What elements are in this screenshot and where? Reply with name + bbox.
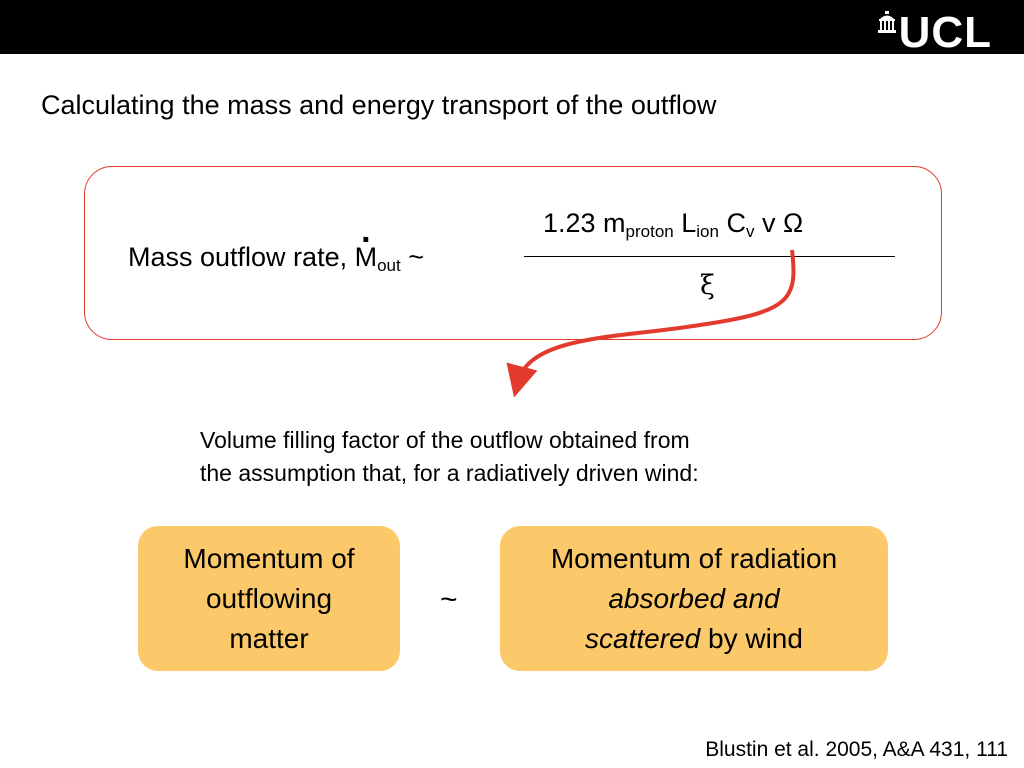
ion-subscript: ion <box>696 222 719 241</box>
ucl-logo: UCL <box>877 8 992 57</box>
ucl-portico-icon <box>877 11 896 33</box>
proton-subscript: proton <box>625 222 674 241</box>
out-subscript: out <box>377 256 401 275</box>
header-bar: UCL <box>0 0 1024 57</box>
mass-rate-symbol: .M <box>354 214 378 273</box>
right-box-rest: by wind <box>700 622 803 654</box>
formula-box <box>84 166 942 340</box>
formula-denominator: ξ <box>700 270 715 301</box>
covering-symbol: C <box>718 208 746 238</box>
fraction-bar <box>524 256 895 257</box>
left-box-line-2: outflowing <box>205 582 333 614</box>
equivalence-tilde: ~ <box>440 583 458 616</box>
numerator-tail: v Ω <box>754 208 804 238</box>
luminosity-symbol: L <box>673 208 697 238</box>
logo-text: UCL <box>898 8 992 57</box>
right-box-line-2: absorbed and <box>608 579 779 619</box>
radiation-momentum-box: Momentum of radiation absorbed and scatt… <box>500 526 888 671</box>
filling-factor-note: Volume filling factor of the outflow obt… <box>200 424 699 490</box>
formula-lhs: Mass outflow rate, . Mout ~ <box>128 214 425 276</box>
right-box-italic-1: absorbed and <box>608 582 780 614</box>
relation-tilde: ~ <box>400 242 425 272</box>
formula-numerator: 1.23 mproton Lion Cv v Ω <box>543 208 803 242</box>
m-symbol: M <box>354 242 378 272</box>
v-subscript: v <box>745 222 755 241</box>
lhs-prefix: Mass outflow rate, <box>128 242 355 272</box>
note-line-1: Volume filling factor of the outflow obt… <box>200 427 690 453</box>
left-box-line-1: Momentum of <box>183 542 355 574</box>
citation: Blustin et al. 2005, A&A 431, 111 <box>705 738 1008 761</box>
right-box-line-3: scattered by wind <box>585 619 803 659</box>
slide-title: Calculating the mass and energy transpor… <box>41 90 717 120</box>
numerator-coefficient: 1.23 m <box>543 208 626 238</box>
note-line-2: the assumption that, for a radiatively d… <box>200 460 699 486</box>
right-box-line-1: Momentum of radiation <box>550 542 838 574</box>
matter-momentum-box: Momentum of outflowing matter <box>138 526 400 671</box>
right-box-italic-2: scattered <box>585 622 701 654</box>
mdot-dot: . <box>361 212 371 250</box>
left-box-line-3: matter <box>229 622 309 654</box>
